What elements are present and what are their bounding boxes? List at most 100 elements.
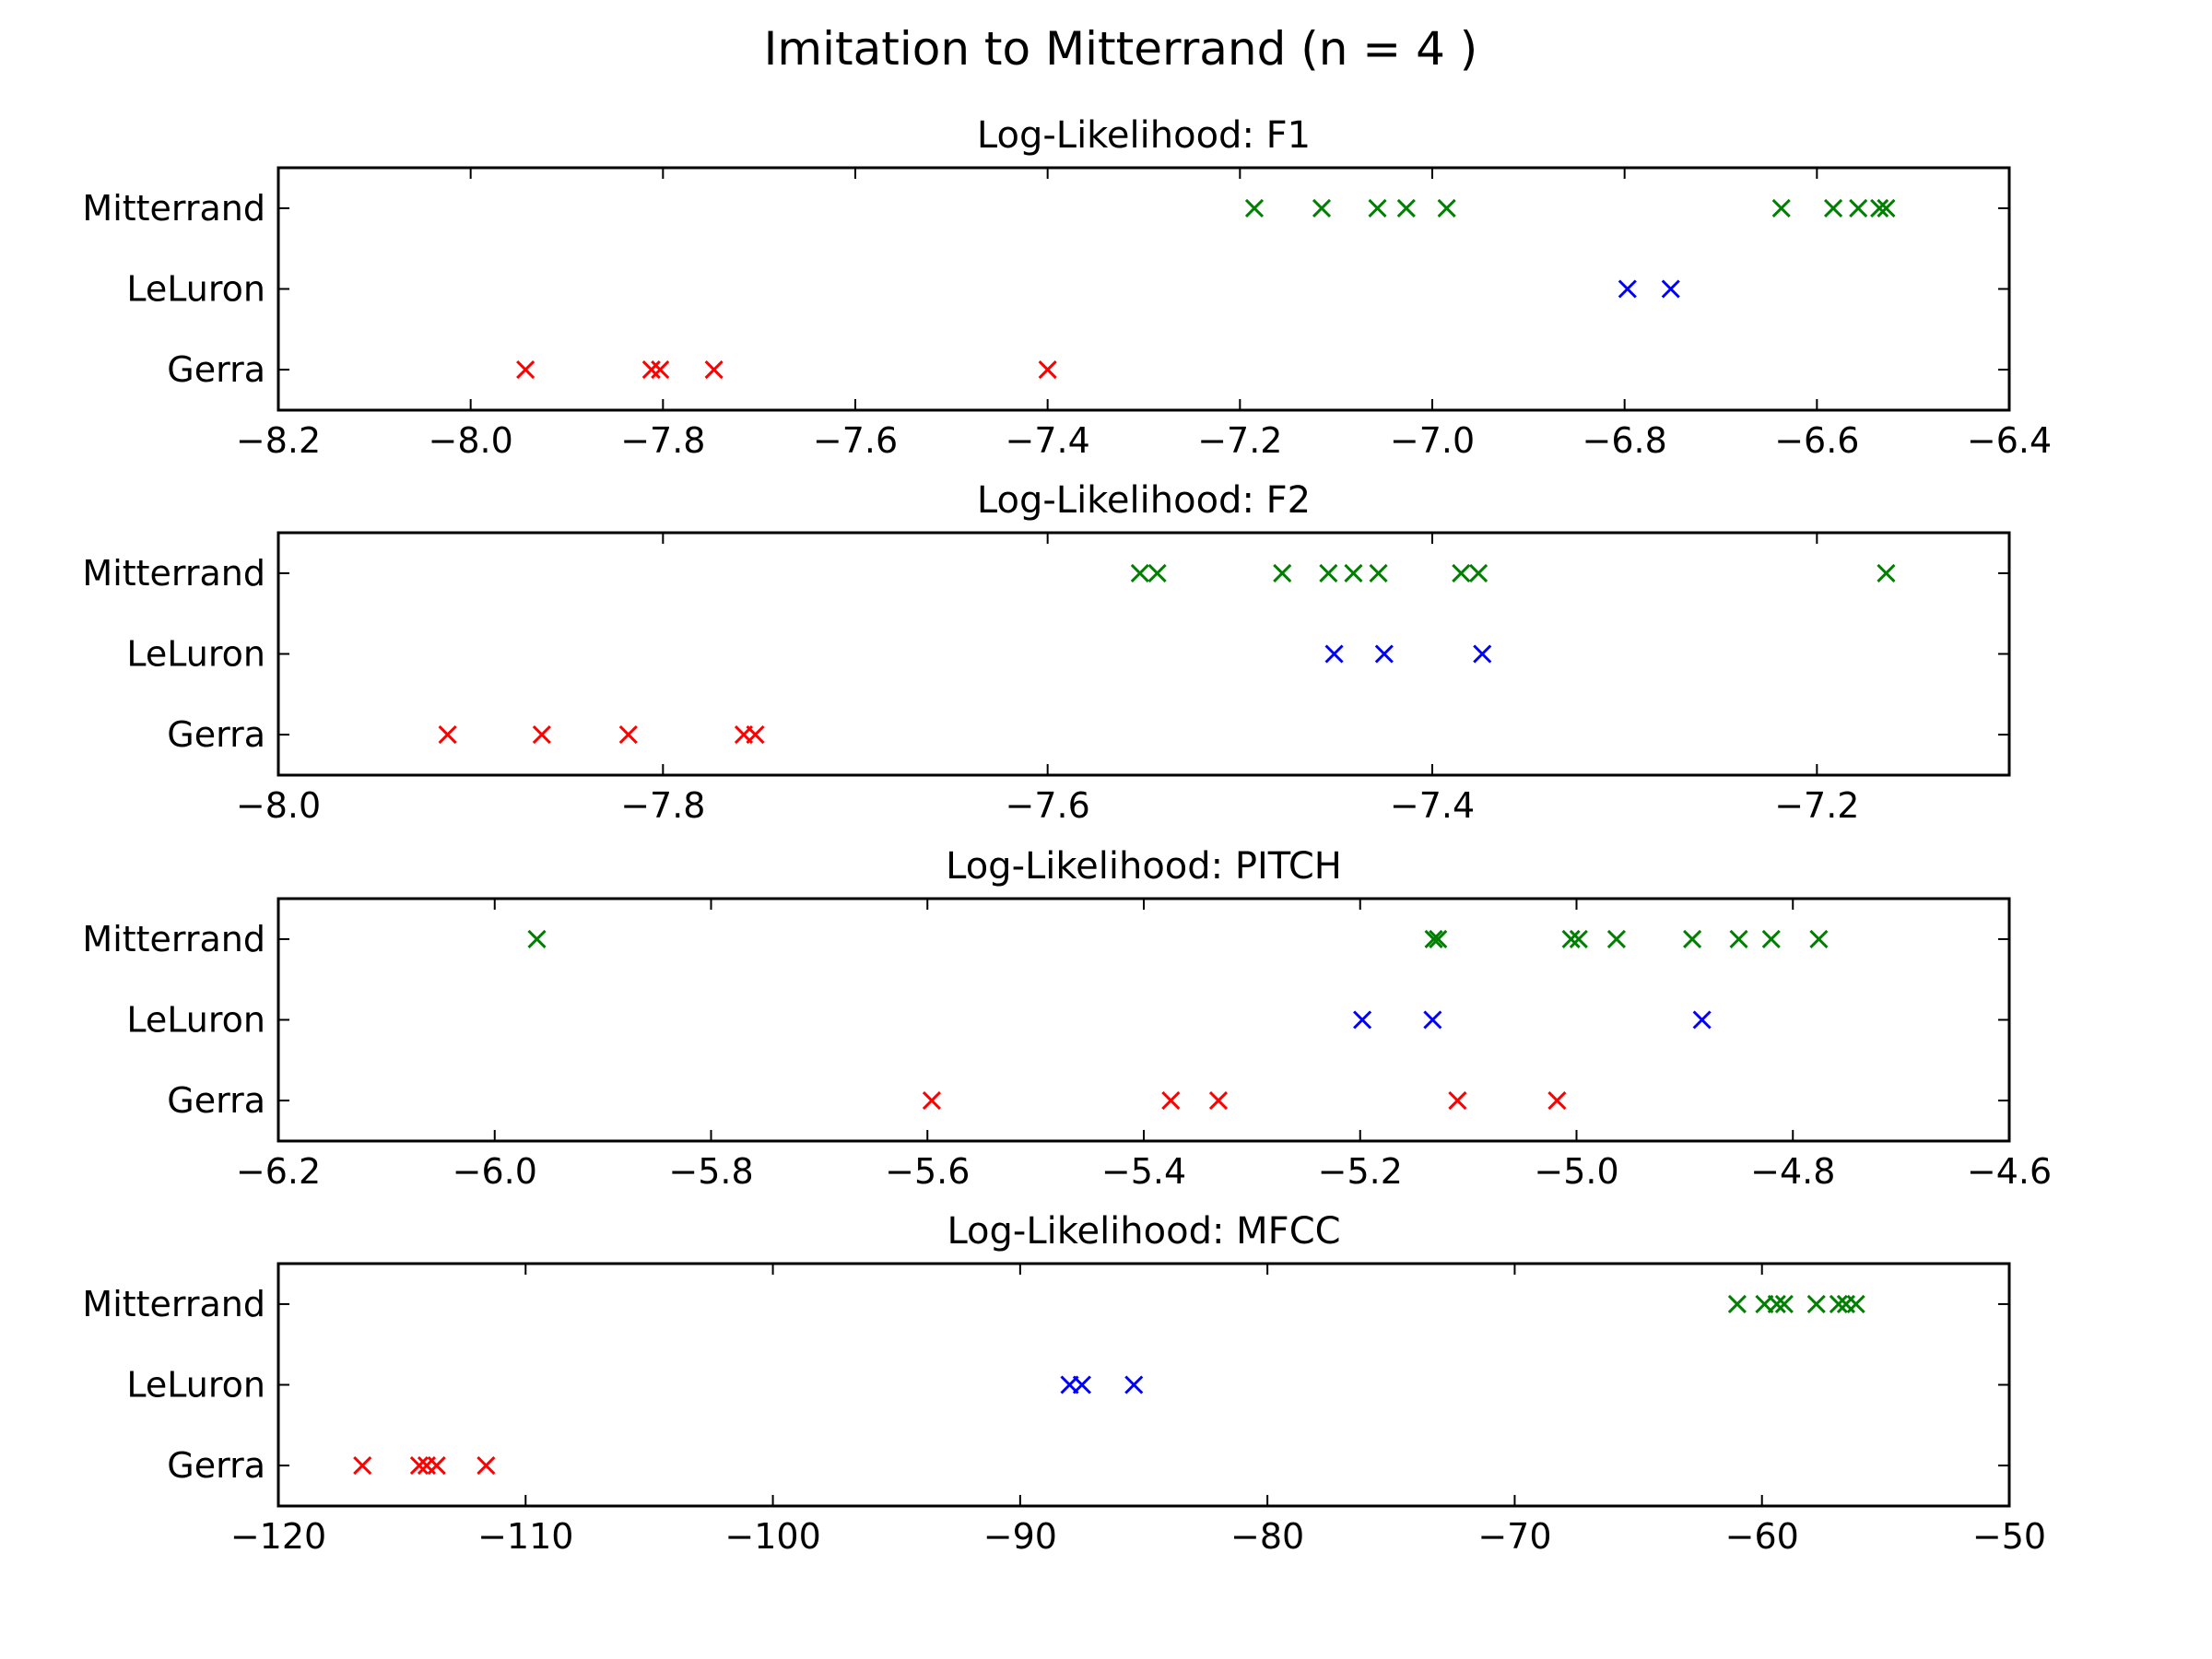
x-tick-label: −120 [230,1516,326,1557]
y-tick-label: LeLuron [126,269,265,310]
y-tick-label: LeLuron [126,634,265,675]
data-point-gerra [641,360,661,380]
data-point-mitterrand [1809,929,1829,948]
x-tick-label: −7.6 [813,420,898,461]
y-tick-label: LeLuron [126,1365,265,1406]
data-point-mitterrand [1771,198,1791,218]
data-point-mitterrand [1824,198,1843,218]
y-tick-label: Mitterrand [82,188,265,229]
x-tick-label: −7.4 [1006,420,1090,461]
x-tick-label: −5.4 [1101,1151,1186,1192]
data-point-gerra [651,360,670,380]
data-point-leluron [1324,644,1344,664]
data-point-mitterrand [1767,1294,1786,1313]
y-tick-label: Gerra [167,1445,265,1486]
data-point-mitterrand [1849,198,1868,218]
x-tick-label: −50 [1972,1516,2046,1557]
x-tick-label: −6.4 [1967,420,2052,461]
data-point-mitterrand [1774,1294,1794,1313]
data-point-mitterrand [1606,929,1626,948]
data-point-leluron [1692,1010,1712,1030]
data-point-mitterrand [1437,198,1456,218]
x-tick-label: −8.0 [429,420,513,461]
x-tick-label: −8.0 [236,785,321,826]
data-point-mitterrand [1846,1294,1865,1313]
x-tick-label: −5.0 [1534,1151,1618,1192]
y-tick-label: Mitterrand [82,1284,265,1324]
x-tick-label: −7.4 [1390,785,1475,826]
x-tick-label: −6.0 [453,1151,537,1192]
data-point-mitterrand [1877,198,1896,218]
data-point-gerra [922,1091,942,1111]
axes-frame [276,531,2011,777]
data-point-leluron [1423,1010,1442,1030]
y-tick-label: Gerra [167,349,265,390]
data-point-mitterrand [1727,1294,1747,1313]
data-point-mitterrand [1369,563,1388,582]
x-tick-label: −4.6 [1967,1151,2052,1192]
data-point-gerra [746,725,765,745]
data-point-mitterrand [527,929,547,948]
subplot-4: Log-Likelihood: MFCC −120 −110 −100 −90 −80 −7… [82,1210,2046,1557]
data-point-gerra [516,360,535,380]
data-point-leluron [1072,1375,1091,1394]
data-point-mitterrand [1761,929,1781,948]
data-point-mitterrand [1244,198,1265,218]
axes-frame [276,1262,2011,1508]
x-tick-label: −110 [477,1516,573,1557]
data-point-mitterrand [1429,929,1448,948]
data-point-mitterrand [1561,929,1581,948]
y-tick-label: LeLuron [126,1000,265,1041]
x-tick-label: −7.2 [1774,785,1859,826]
y-tick-label: Mitterrand [82,919,265,959]
x-tick-label: −6.2 [236,1151,321,1192]
data-point-gerra [477,1456,496,1476]
x-tick-label: −5.8 [668,1151,753,1192]
data-point-mitterrand [1729,929,1748,948]
subplots: Log-Likelihood: F1 −8.2 −8.0 −7.8 −7.6 −7.4 −7… [82,114,2052,1557]
axes-frame [276,166,2011,412]
data-point-leluron [1618,279,1637,299]
x-tick-label: −60 [1725,1516,1799,1557]
data-point-leluron [1374,644,1394,664]
subplot-1: Log-Likelihood: F1 −8.2 −8.0 −7.8 −7.6 −7.4 −7… [82,114,2052,461]
y-tick-label: Gerra [167,714,265,755]
data-point-mitterrand [1877,563,1896,582]
x-tick-label: −5.6 [885,1151,970,1192]
x-tick-label: −70 [1477,1516,1551,1557]
data-point-gerra [1448,1091,1467,1111]
y-tick-label: Gerra [167,1080,265,1121]
data-point-mitterrand [1683,929,1702,948]
data-point-gerra [1547,1091,1567,1111]
x-tick-label: −100 [724,1516,820,1557]
data-point-mitterrand [1569,929,1588,948]
data-point-mitterrand [1452,563,1471,582]
data-point-mitterrand [1424,929,1443,948]
data-point-mitterrand [1273,563,1292,582]
data-point-mitterrand [1368,198,1387,218]
data-point-gerra [1161,1091,1181,1111]
data-point-leluron [1124,1375,1144,1394]
x-tick-label: −4.8 [1750,1151,1835,1192]
data-point-mitterrand [1396,198,1416,218]
subplot-title: Log-Likelihood: F1 [977,114,1311,157]
subplot-title: Log-Likelihood: F2 [977,479,1311,522]
x-tick-label: −6.6 [1774,420,1859,461]
data-point-gerra [1208,1091,1229,1111]
data-point-mitterrand [1870,198,1889,218]
data-point-leluron [1661,279,1680,299]
data-point-gerra [532,725,551,745]
figure-title: Imitation to Mitterrand (n = 4 ) [764,22,1478,76]
data-point-mitterrand [1829,1294,1848,1313]
subplot-2: Log-Likelihood: F2 −8.0 −7.8 −7.6 −7.4 −7.2 Ge… [82,479,2011,826]
x-tick-label: −8.2 [236,420,321,461]
data-point-leluron [1353,1010,1372,1030]
data-point-gerra [1038,360,1057,380]
x-tick-label: −7.8 [620,420,705,461]
data-point-mitterrand [1319,563,1338,582]
data-point-gerra [618,725,638,745]
data-point-gerra [409,1456,429,1476]
data-point-mitterrand [1344,563,1363,582]
